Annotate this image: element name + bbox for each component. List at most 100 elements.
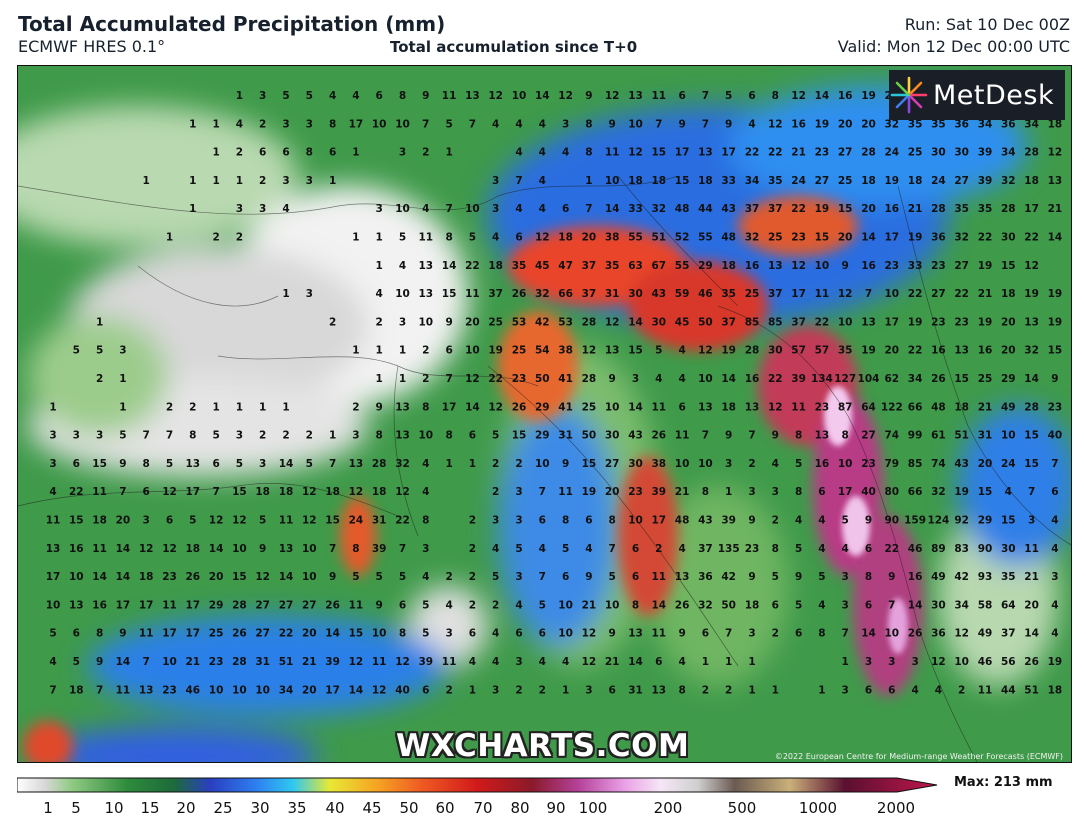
value-label: 5 xyxy=(96,345,103,357)
value-label: 1 xyxy=(236,401,243,413)
value-label: 8 xyxy=(562,515,569,527)
value-label: 4 xyxy=(678,373,685,385)
value-label: 3 xyxy=(1028,515,1035,527)
value-label: 26 xyxy=(512,401,527,413)
value-label: 31 xyxy=(255,656,270,668)
value-label: 53 xyxy=(512,316,527,328)
value-label: 2 xyxy=(259,118,266,130)
value-label: 44 xyxy=(1001,684,1016,696)
value-label: 23 xyxy=(815,401,830,413)
value-label: 32 xyxy=(698,599,713,611)
value-label: 27 xyxy=(954,260,969,272)
value-label: 5 xyxy=(422,628,429,640)
value-label: 6 xyxy=(282,147,289,159)
value-label: 8 xyxy=(865,571,872,583)
value-label: 6 xyxy=(865,599,872,611)
value-label: 4 xyxy=(935,684,942,696)
value-label: 32 xyxy=(1001,175,1016,187)
value-label: 4 xyxy=(585,543,592,555)
value-label: 19 xyxy=(861,345,876,357)
value-label: 6 xyxy=(329,147,336,159)
value-label: 8 xyxy=(818,628,825,640)
value-label: 9 xyxy=(585,90,592,102)
value-labels: 1 3 5 5 4 4 6 8 9 11 13 12 10 14 12 9 12 13 11 6 7 5 6 8 12 14 16 1… xyxy=(46,90,1063,696)
value-label: 33 xyxy=(721,175,736,187)
value-label: 19 xyxy=(815,203,830,215)
value-label: 16 xyxy=(861,260,876,272)
value-label: 35 xyxy=(954,203,969,215)
value-label: 61 xyxy=(931,430,946,442)
value-label: 23 xyxy=(628,486,643,498)
value-label: 27 xyxy=(255,599,270,611)
wxcharts-watermark: WXCHARTS.COM xyxy=(396,728,690,763)
value-label: 13 xyxy=(605,345,620,357)
value-label: 11 xyxy=(116,684,131,696)
value-label: 11 xyxy=(978,684,993,696)
value-label: 18 xyxy=(92,515,107,527)
value-label: 2 xyxy=(376,316,383,328)
value-label: 6 xyxy=(515,628,522,640)
value-label: 7 xyxy=(842,628,849,640)
value-label: 7 xyxy=(445,373,452,385)
value-label: 17 xyxy=(884,232,899,244)
value-label: 2 xyxy=(166,401,173,413)
value-label: 14 xyxy=(605,203,620,215)
value-label: 10 xyxy=(255,684,270,696)
value-label: 47 xyxy=(558,260,573,272)
value-label: 7 xyxy=(143,430,150,442)
value-label: 17 xyxy=(1024,203,1039,215)
value-label: 34 xyxy=(978,118,993,130)
value-label: 5 xyxy=(795,458,802,470)
value-label: 39 xyxy=(651,486,666,498)
value-label: 18 xyxy=(721,260,736,272)
value-label: 12 xyxy=(349,486,364,498)
value-label: 10 xyxy=(395,288,410,300)
value-label: 12 xyxy=(488,401,503,413)
value-label: 28 xyxy=(1024,401,1039,413)
value-label: 17 xyxy=(349,118,364,130)
value-label: 32 xyxy=(651,203,666,215)
value-label: 1 xyxy=(282,401,289,413)
value-label: 19 xyxy=(1048,316,1063,328)
value-label: 39 xyxy=(721,515,736,527)
value-label: 1 xyxy=(236,175,243,187)
value-label: 74 xyxy=(884,430,899,442)
value-label: 3 xyxy=(259,90,266,102)
colorbar-tick-label: 90 xyxy=(546,799,566,817)
value-label: 42 xyxy=(535,316,550,328)
value-label: 48 xyxy=(675,515,690,527)
value-label: 15 xyxy=(978,486,993,498)
value-label: 2 xyxy=(422,345,429,357)
value-label: 9 xyxy=(96,656,103,668)
metdesk-logo: MetDesk xyxy=(889,70,1065,120)
value-label: 8 xyxy=(795,430,802,442)
value-label: 5 xyxy=(492,430,499,442)
value-label: 66 xyxy=(908,401,923,413)
value-label: 18 xyxy=(908,175,923,187)
colorbar-tick-label: 40 xyxy=(325,799,345,817)
value-label: 79 xyxy=(884,458,899,470)
value-label: 5 xyxy=(306,90,313,102)
value-label: 42 xyxy=(721,571,736,583)
value-label: 48 xyxy=(675,203,690,215)
value-label: 13 xyxy=(69,599,84,611)
value-label: 12 xyxy=(605,316,620,328)
value-label: 3 xyxy=(306,175,313,187)
value-label: 5 xyxy=(259,515,266,527)
precipitation-map[interactable]: 1 3 5 5 4 4 6 8 9 11 13 12 10 14 12 9 12 13 11 6 7 5 6 8 12 14 16 1… xyxy=(17,65,1072,763)
value-label: 35 xyxy=(721,288,736,300)
value-label: 5 xyxy=(655,345,662,357)
value-label: 1 xyxy=(282,288,289,300)
value-label: 9 xyxy=(609,628,616,640)
value-label: 19 xyxy=(488,345,503,357)
value-label: 1 xyxy=(119,373,126,385)
value-label: 10 xyxy=(209,684,224,696)
value-label: 7 xyxy=(119,486,126,498)
value-label: 16 xyxy=(815,458,830,470)
value-label: 6 xyxy=(678,90,685,102)
value-label: 6 xyxy=(795,628,802,640)
value-label: 8 xyxy=(585,118,592,130)
value-label: 10 xyxy=(698,458,713,470)
value-label: 2 xyxy=(422,373,429,385)
value-label: 2 xyxy=(469,599,476,611)
